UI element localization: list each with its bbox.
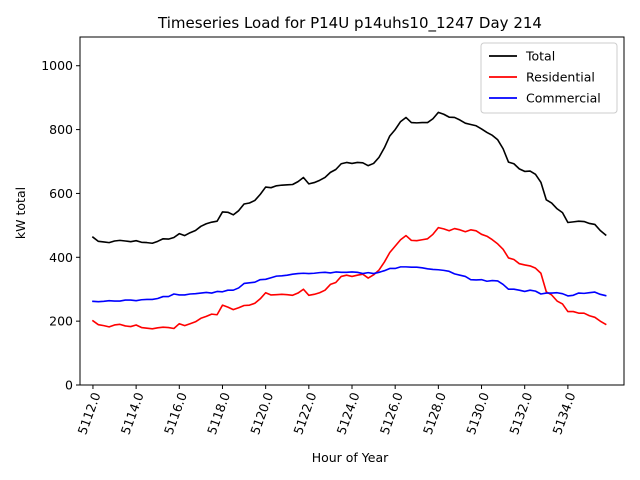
series-line-residential (91, 226, 607, 330)
y-tick-label: 200 (49, 314, 73, 329)
legend-label-total: Total (525, 49, 555, 64)
series-line-commercial (92, 266, 607, 303)
legend-label-commercial: Commercial (526, 91, 601, 106)
y-tick-label: 400 (49, 250, 73, 265)
x-axis-label: Hour of Year (312, 450, 389, 465)
chart-title: Timeseries Load for P14U p14uhs10_1247 D… (157, 14, 542, 33)
legend-box (480, 42, 618, 114)
y-tick-label: 0 (65, 378, 73, 393)
legend-label-residential: Residential (526, 70, 595, 85)
y-tick-label: 600 (49, 186, 73, 201)
y-tick-label: 1000 (41, 58, 73, 73)
series-line-total (91, 111, 607, 245)
y-tick-label: 800 (49, 122, 73, 137)
legend: Total Residential Commercial (480, 42, 618, 114)
y-axis-label: kW total (13, 187, 28, 239)
